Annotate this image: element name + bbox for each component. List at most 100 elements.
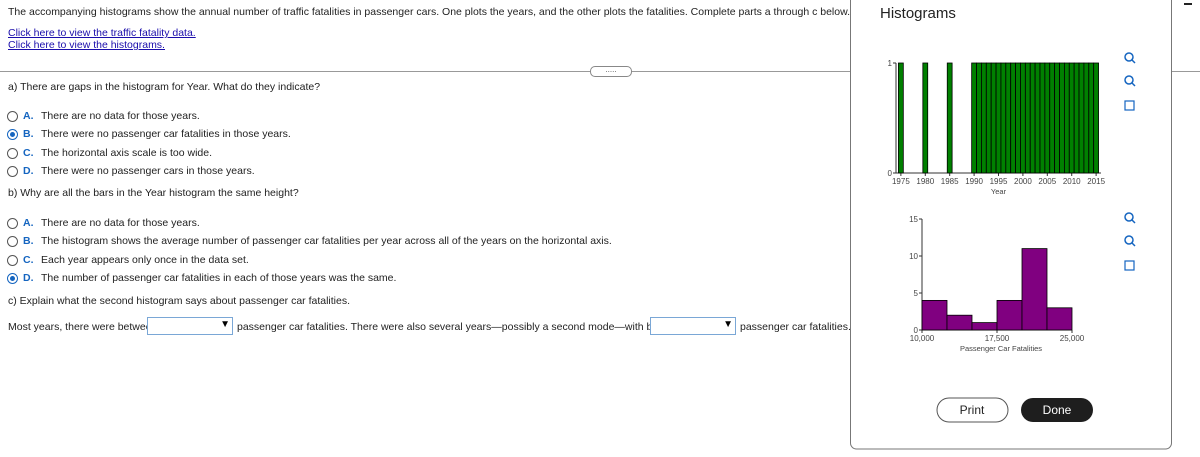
link[interactable]: Click here to view the histograms. <box>8 39 165 51</box>
histogram-bar <box>898 62 904 174</box>
histogram-bar <box>1049 62 1056 174</box>
option-letter: D. <box>23 164 34 177</box>
dropdown-arrow: ▼ <box>220 319 230 330</box>
y-tick-label: 5 <box>914 289 919 298</box>
radio-button[interactable] <box>7 236 18 248</box>
x-tick-label: 25,000 <box>1060 334 1085 343</box>
x-tick-label: 2015 <box>1087 177 1105 186</box>
option-text: There were no passenger car fatalities i… <box>41 128 291 141</box>
zoom-icon[interactable] <box>1124 75 1134 85</box>
radio-button[interactable] <box>7 272 18 284</box>
question: a) There are gaps in the histogram for Y… <box>8 81 321 93</box>
y-tick-label: 1 <box>888 59 893 68</box>
histogram-bar <box>1046 307 1073 331</box>
popout-icon[interactable] <box>1124 260 1135 271</box>
x-tick-label: 2000 <box>1014 177 1032 186</box>
option-letter: A. <box>23 217 34 229</box>
histogram-bar <box>921 299 948 331</box>
answer-text: Most years, there were between <box>8 321 158 333</box>
radio-button[interactable] <box>7 147 18 159</box>
option-text: The horizontal axis scale is too wide. <box>41 146 212 159</box>
zoom-icon[interactable] <box>1124 212 1134 222</box>
option-text: The number of passenger car fatalities i… <box>41 271 397 284</box>
radio-button[interactable] <box>7 218 18 229</box>
x-tick-label: 1980 <box>916 177 934 186</box>
dropdown[interactable]: ▼ <box>147 317 233 335</box>
x-tick-label: 1975 <box>892 177 910 186</box>
x-tick-label: 10,000 <box>910 334 935 343</box>
zoom-icon-handle <box>1131 59 1136 64</box>
print-label: Print <box>960 403 985 417</box>
histogram-bar <box>1034 62 1041 174</box>
radio-button[interactable] <box>7 111 18 122</box>
zoom-icon-handle <box>1131 82 1136 87</box>
question: b) Why are all the bars in the Year hist… <box>8 187 299 199</box>
zoom-icon-handle <box>1131 219 1136 224</box>
histogram-bar <box>1063 62 1070 174</box>
option-text: There are no data for those years. <box>41 110 200 122</box>
radio-button[interactable] <box>7 165 18 177</box>
option-letter: A. <box>23 110 34 122</box>
option-text: There were no passenger cars in those ye… <box>41 164 255 177</box>
y-tick-label: 10 <box>909 252 918 261</box>
histogram-bar <box>1024 62 1031 174</box>
histogram-bar <box>1039 62 1046 174</box>
x-tick-label: 1985 <box>941 177 959 186</box>
histogram-bar <box>922 62 929 174</box>
histogram-bar <box>1005 62 1012 174</box>
y-tick-label: 0 <box>914 326 919 335</box>
histogram-bar <box>971 322 998 331</box>
popout-icon[interactable] <box>1124 100 1135 111</box>
answer-text: passenger car fatalities. There were als… <box>237 321 687 333</box>
dropdown[interactable]: ▼ <box>650 317 736 335</box>
histogram-bar <box>996 299 1023 331</box>
x-tick-label: 1995 <box>990 177 1008 186</box>
histogram-bar <box>1073 62 1080 174</box>
link[interactable]: Click here to view the traffic fatality … <box>8 27 196 39</box>
dropdown-arrow: ▼ <box>723 319 733 330</box>
histogram-bar <box>1010 62 1016 174</box>
x-axis-label: Year <box>991 187 1007 196</box>
histogram-bar <box>1059 62 1065 174</box>
done-label: Done <box>1043 403 1072 417</box>
print-button[interactable] <box>936 397 1009 423</box>
y-tick-label: 0 <box>888 169 893 178</box>
x-tick-label: 2010 <box>1063 177 1081 186</box>
option-letter: B. <box>23 128 34 141</box>
option-text: Each year appears only once in the data … <box>41 253 249 266</box>
histogram-bar <box>1083 62 1090 174</box>
x-tick-label: 2005 <box>1038 177 1056 186</box>
histogram-bar <box>946 62 953 174</box>
histogram-bar <box>1020 62 1026 174</box>
histogram-bar <box>1044 62 1051 174</box>
done-button[interactable] <box>1021 398 1093 422</box>
popup-title: Histograms <box>880 5 956 22</box>
histogram-bar <box>1068 62 1075 174</box>
option-text: There are no data for those years. <box>41 217 200 229</box>
histogram-bar <box>971 62 977 174</box>
histogram-bar <box>1078 62 1085 174</box>
histogram-bar <box>1093 62 1099 174</box>
radio-button[interactable] <box>7 129 18 141</box>
x-tick-label: 1990 <box>965 177 983 186</box>
radio-button[interactable] <box>7 254 18 266</box>
histogram-bar <box>1021 248 1048 331</box>
option-letter: C. <box>23 146 34 159</box>
expand-button[interactable]: ..... <box>590 66 632 77</box>
histograms-popup: Histograms 0 1 1975 1980 1985 1990 1995 2000 200… <box>850 0 1192 450</box>
zoom-icon[interactable] <box>1124 235 1134 245</box>
histogram-bar <box>1054 62 1060 174</box>
x-tick-label: 17,500 <box>985 334 1010 343</box>
histogram-bar <box>981 62 987 174</box>
option-letter: D. <box>23 271 34 284</box>
option-text: The histogram shows the average number o… <box>41 235 612 248</box>
zoom-icon[interactable] <box>1124 52 1134 62</box>
histogram-bar <box>1088 62 1095 174</box>
histogram-bar <box>976 62 982 174</box>
intro: The accompanying histograms show the ann… <box>8 6 851 18</box>
histogram-bar <box>990 62 997 174</box>
answer-text: passenger car fatalities. <box>740 321 851 333</box>
histogram-bar <box>985 62 992 174</box>
x-axis-label: Passenger Car Fatalities <box>960 344 1042 353</box>
